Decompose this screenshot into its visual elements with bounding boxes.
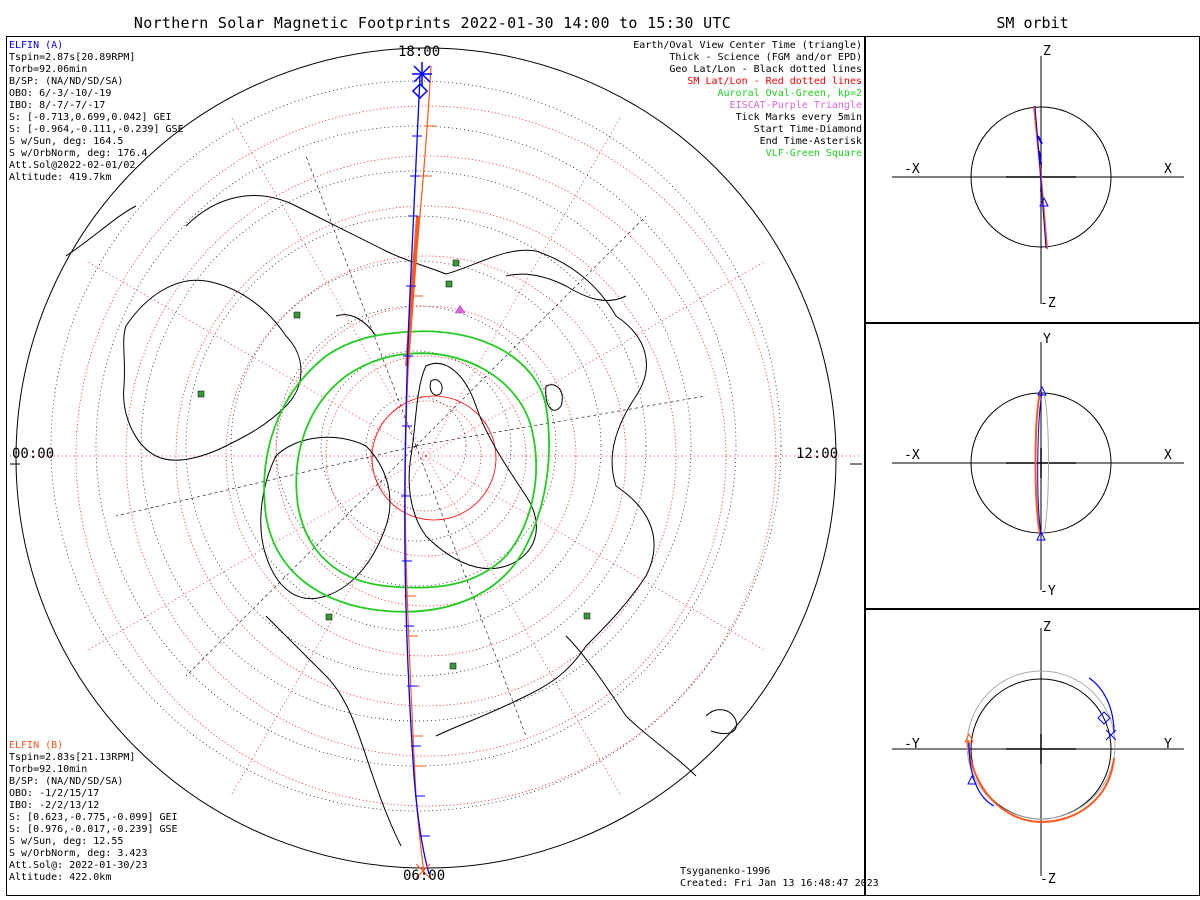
legend-item: Geo Lat/Lon - Black dotted lines bbox=[669, 64, 862, 75]
sm-inner-circle bbox=[371, 395, 497, 521]
axis-label: Z bbox=[1043, 44, 1051, 59]
footprint-map-graphic bbox=[10, 47, 862, 879]
time-label-top: 18:00 bbox=[398, 44, 441, 60]
axis-label: -Z bbox=[1040, 872, 1056, 887]
elfin-b-line: S w/OrbNorm, deg: 3.423 bbox=[9, 848, 148, 859]
time-label-left: 00:00 bbox=[12, 446, 55, 462]
elfin-b-line: Att.Sol@: 2022-01-30/23 bbox=[9, 860, 148, 871]
legend-item: VLF-Green Square bbox=[765, 148, 862, 159]
vlf-stations bbox=[197, 259, 591, 670]
end-asterisk-icon bbox=[412, 62, 432, 86]
axis-label: -X bbox=[904, 448, 920, 463]
elfin-a-line: Altitude: 419.7km bbox=[9, 172, 112, 183]
elfin-a-line: Torb=92.06min bbox=[9, 64, 88, 75]
elfin-b-line: S: [0.623,-0.775,-0.099] GEI bbox=[9, 812, 178, 823]
elfin-a-line: S w/Sun, deg: 164.5 bbox=[9, 136, 124, 147]
orbit-plot-xz bbox=[892, 56, 1184, 304]
axis-label: -Y bbox=[1040, 584, 1056, 599]
footer-created: Created: Fri Jan 13 16:48:47 2023 bbox=[680, 878, 879, 889]
legend-item: Start Time-Diamond bbox=[753, 124, 862, 135]
axis-label: -Z bbox=[1040, 296, 1056, 311]
axis-label: Y bbox=[1043, 332, 1051, 347]
elfin-b-line: Torb=92.10min bbox=[9, 764, 88, 775]
axis-label: -X bbox=[904, 162, 920, 177]
legend-item: Thick - Science (FGM and/or EPD) bbox=[669, 52, 862, 63]
elfin-b-line: IBO: -2/2/13/12 bbox=[9, 800, 100, 811]
axis-label: X bbox=[1164, 162, 1172, 177]
elfin-b-line: OBO: -1/2/15/17 bbox=[9, 788, 100, 799]
axis-label: -Y bbox=[904, 737, 920, 752]
orbit-plot-xy bbox=[892, 342, 1184, 590]
elfin-a-track bbox=[404, 75, 430, 875]
legend-item: SM Lat/Lon - Red dotted lines bbox=[687, 76, 862, 87]
elfin-b-line: S w/Sun, deg: 12.55 bbox=[9, 836, 124, 847]
elfin-a-line: B/SP: (NA/ND/SD/SA) bbox=[9, 76, 124, 87]
orbit-title: SM orbit bbox=[996, 14, 1069, 32]
auroral-oval bbox=[263, 330, 550, 613]
legend-item: Tick Marks every 5min bbox=[735, 112, 862, 123]
time-label-right: 12:00 bbox=[796, 446, 839, 462]
legend-item: Auroral Oval-Green, kp=2 bbox=[717, 88, 863, 99]
elfin-a-line: IBO: 8/-7/-7/-17 bbox=[9, 100, 106, 111]
geo-grid bbox=[50, 80, 782, 812]
axis-label: X bbox=[1164, 448, 1172, 463]
geo-meridians bbox=[115, 155, 707, 737]
elfin-b-line: Altitude: 422.0km bbox=[9, 872, 112, 883]
elfin-a-ticks bbox=[401, 135, 430, 837]
elfin-a-line: OBO: 6/-3/-10/-19 bbox=[9, 88, 112, 99]
elfin-a-name: ELFIN (A) bbox=[9, 40, 64, 51]
footprint-map bbox=[6, 36, 866, 896]
elfin-b-name: ELFIN (B) bbox=[9, 740, 64, 751]
legend-item: EISCAT-Purple Triangle bbox=[729, 100, 862, 111]
eiscat-triangle bbox=[454, 304, 466, 314]
legend: Earth/Oval View Center Time (triangle) T… bbox=[560, 40, 862, 160]
elfin-a-line: S: [-0.713,0.699,0.042] GEI bbox=[9, 112, 172, 123]
axis-label: Z bbox=[1043, 620, 1051, 635]
elfin-b-line: Tspin=2.83s[21.13RPM] bbox=[9, 752, 136, 763]
elfin-b-line: S: [0.976,-0.017,-0.239] GSE bbox=[9, 824, 178, 835]
orbit-plot-yz bbox=[892, 628, 1184, 876]
elfin-a-line: Att.Sol@2022-02-01/02 bbox=[9, 160, 136, 171]
axis-label: Y bbox=[1164, 737, 1172, 752]
sm-meridians bbox=[10, 115, 860, 797]
legend-item: Earth/Oval View Center Time (triangle) bbox=[633, 40, 862, 51]
elfin-a-line: Tspin=2.87s[20.89RPM] bbox=[9, 52, 136, 63]
elfin-a-line: S w/OrbNorm, deg: 176.4 bbox=[9, 148, 148, 159]
page-title: Northern Solar Magnetic Footprints 2022-… bbox=[133, 14, 732, 32]
elfin-a-info: ELFIN (A) Tspin=2.87s[20.89RPM] Torb=92.… bbox=[9, 40, 184, 184]
footer-model: Tsyganenko-1996 bbox=[680, 866, 771, 877]
legend-item: End Time-Asterisk bbox=[759, 136, 862, 147]
start-diamond-icon bbox=[411, 82, 429, 100]
time-label-bottom: 06:00 bbox=[403, 868, 446, 884]
coastlines bbox=[65, 195, 737, 847]
elfin-b-line: B/SP: (NA/ND/SD/SA) bbox=[9, 776, 124, 787]
elfin-a-line: S: [-0.964,-0.111,-0.239] GSE bbox=[9, 124, 184, 135]
elfin-b-end-asterisk-icon bbox=[415, 863, 431, 879]
elfin-b-info: ELFIN (B) Tspin=2.83s[21.13RPM] Torb=92.… bbox=[9, 740, 178, 884]
